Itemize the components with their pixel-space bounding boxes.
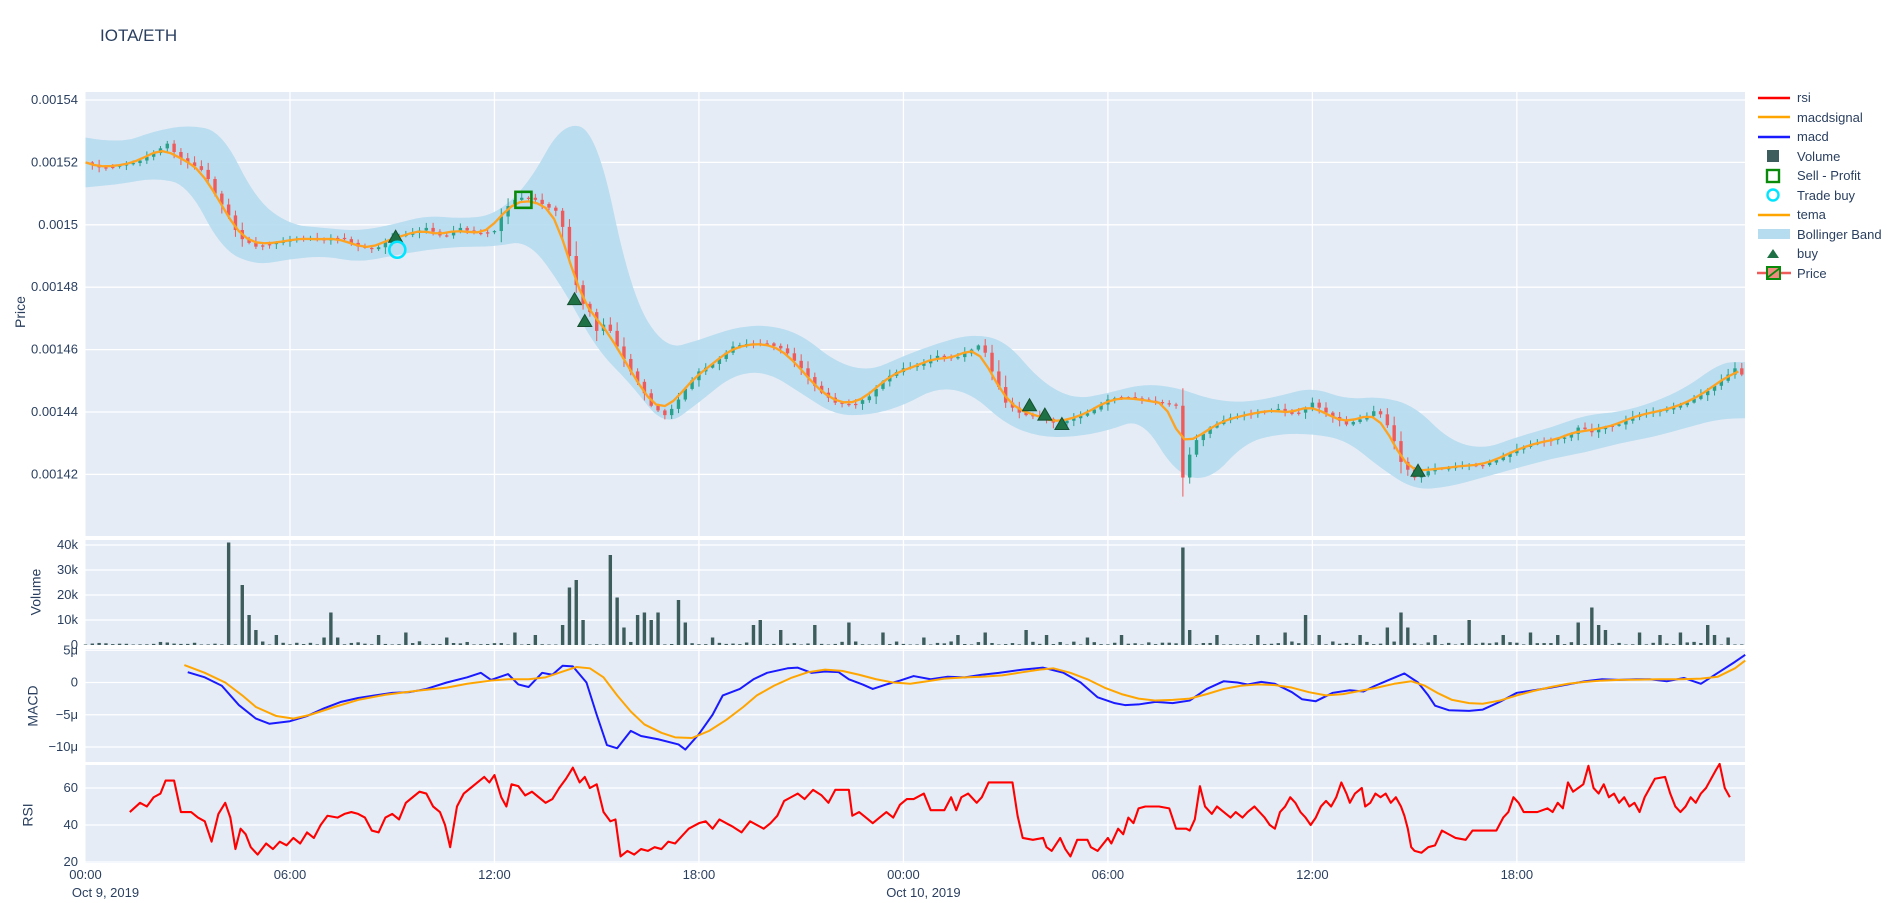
sell-profit-legend-icon	[1765, 168, 1781, 183]
svg-text:30k: 30k	[57, 562, 78, 577]
svg-text:5μ: 5μ	[63, 642, 78, 657]
macd-lines	[183, 653, 1746, 751]
volume-bars	[83, 542, 1744, 645]
svg-text:18:00: 18:00	[683, 867, 716, 882]
svg-text:−5μ: −5μ	[56, 707, 78, 722]
buy-marker[interactable]	[1054, 416, 1070, 430]
vol-panel[interactable]	[85, 540, 1746, 645]
svg-text:40: 40	[64, 817, 78, 832]
tema-line	[85, 150, 1739, 472]
legend-item-label: buy	[1797, 246, 1818, 262]
rsi-line	[129, 762, 1731, 858]
svg-text:−10μ: −10μ	[48, 739, 78, 754]
svg-text:12:00: 12:00	[478, 867, 511, 882]
buy-legend-icon	[1767, 248, 1779, 258]
legend-item-label: tema	[1797, 207, 1826, 223]
legend-item-label: macdsignal	[1797, 109, 1863, 125]
svg-text:40k: 40k	[57, 537, 78, 552]
svg-text:0.00146: 0.00146	[31, 342, 78, 357]
legend-item-buy[interactable]: buy	[1757, 244, 1882, 264]
panel-backgrounds	[85, 92, 1746, 863]
legend-item-label: Volume	[1797, 148, 1841, 164]
svg-text:0.00154: 0.00154	[31, 92, 78, 107]
trade-markers	[387, 190, 1426, 477]
legend-item-rsi[interactable]: rsi	[1757, 88, 1882, 108]
svg-text:20: 20	[64, 854, 78, 869]
legend: rsi macdsignal macd Volume Sell - Profit Trad…	[1757, 88, 1882, 283]
svg-text:0.00148: 0.00148	[31, 279, 78, 294]
svg-text:12:00: 12:00	[1296, 867, 1329, 882]
svg-text:0.00152: 0.00152	[31, 154, 78, 169]
axis-tick-labels: 0.00154 0.00152 0.0015 0.00148 0.00146 0.0014…	[31, 92, 1533, 900]
legend-item-macdsignal[interactable]: macdsignal	[1757, 108, 1882, 128]
buy-marker[interactable]	[576, 313, 593, 328]
svg-text:0: 0	[71, 637, 78, 652]
buy-marker[interactable]	[1036, 407, 1053, 421]
svg-text:0.0015: 0.0015	[38, 217, 78, 232]
legend-item-sell-profit[interactable]: Sell - Profit	[1757, 166, 1882, 186]
svg-text:06:00: 06:00	[274, 867, 307, 882]
rsi-axis-title: RSI	[19, 803, 36, 827]
buy-marker[interactable]	[1410, 463, 1426, 477]
legend-item-label: Price	[1797, 265, 1827, 281]
legend-item-label: macd	[1797, 129, 1829, 145]
svg-text:18:00: 18:00	[1501, 867, 1534, 882]
sell-profit-marker[interactable]	[514, 190, 533, 210]
legend-item-label: Bollinger Band	[1797, 226, 1882, 242]
svg-text:60: 60	[64, 780, 78, 795]
chart-title: IOTA/ETH	[100, 26, 178, 45]
rsi-legend-icon	[1758, 96, 1790, 100]
macd-legend-icon	[1758, 135, 1790, 139]
legend-item-trade-buy[interactable]: Trade buy	[1757, 186, 1882, 206]
rsi-panel[interactable]	[85, 765, 1746, 863]
volume-legend-icon	[1767, 150, 1779, 163]
macdsignal-legend-icon	[1758, 115, 1790, 119]
bollinger-band-legend-icon	[1758, 229, 1790, 240]
svg-text:06:00: 06:00	[1092, 867, 1125, 882]
legend-item-label: Trade buy	[1797, 187, 1856, 203]
svg-text:0.00142: 0.00142	[31, 466, 78, 481]
tema-legend-icon	[1758, 213, 1790, 217]
legend-item-bollinger-band[interactable]: Bollinger Band	[1757, 225, 1882, 245]
svg-text:20k: 20k	[57, 587, 78, 602]
buy-marker[interactable]	[566, 291, 583, 306]
svg-text:00:00: 00:00	[887, 867, 920, 882]
volume-axis-title: Volume	[27, 568, 44, 616]
macd-axis-title: MACD	[24, 685, 41, 727]
legend-item-label: Sell - Profit	[1797, 168, 1861, 184]
legend-item-macd[interactable]: macd	[1757, 127, 1882, 147]
legend-item-price[interactable]: Price	[1757, 264, 1882, 284]
buy-marker[interactable]	[1021, 397, 1038, 412]
svg-text:Oct 10, 2019: Oct 10, 2019	[886, 885, 960, 900]
svg-text:0: 0	[71, 675, 78, 690]
svg-text:10k: 10k	[57, 612, 78, 627]
price-axis-title: Price	[11, 296, 28, 328]
trade-buy-legend-icon	[1766, 188, 1780, 202]
price-legend-icon	[1757, 266, 1791, 281]
svg-text:00:00: 00:00	[69, 867, 102, 882]
macd-panel[interactable]	[85, 649, 1746, 762]
svg-text:Oct 9, 2019: Oct 9, 2019	[72, 885, 139, 900]
legend-item-label: rsi	[1797, 90, 1811, 106]
trade-buy-marker[interactable]	[388, 240, 407, 260]
svg-text:0.00144: 0.00144	[31, 404, 78, 419]
legend-item-tema[interactable]: tema	[1757, 205, 1882, 225]
legend-item-volume[interactable]: Volume	[1757, 147, 1882, 167]
